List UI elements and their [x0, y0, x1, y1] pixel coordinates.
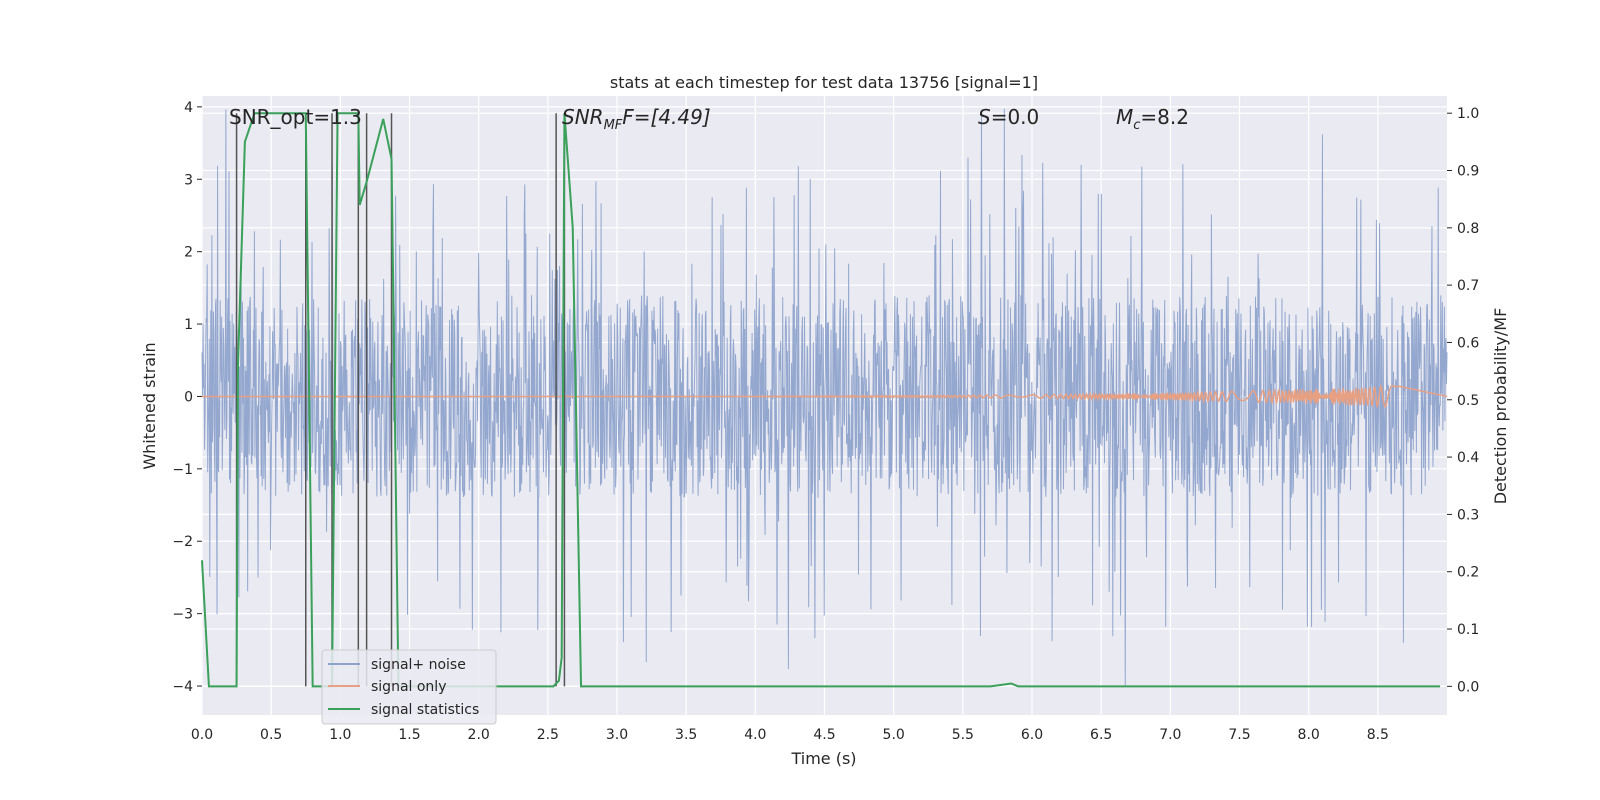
series-signal-only	[202, 384, 1448, 409]
y-tick-label-right: 1.0	[1457, 106, 1479, 122]
y-ticks-right: 1.0 0.9 0.8 0.7 0.6 0.5 0.4 0.3 0.2 0.1 0.0	[1447, 106, 1479, 695]
x-tick-label: 1.0	[329, 727, 351, 743]
signal-only-line	[202, 384, 1448, 409]
y-tick-label-right: 0.3	[1457, 507, 1479, 523]
annotation-s: S=0.0	[978, 105, 1039, 129]
y-tick-label-right: 0.6	[1457, 335, 1479, 351]
y-tick-label-left: 1	[184, 317, 193, 333]
y-tick-label-right: 0.8	[1457, 221, 1479, 237]
x-tick-label: 8.5	[1367, 727, 1389, 743]
x-tick-label: 6.5	[1090, 727, 1112, 743]
x-tick-label: 2.0	[468, 727, 490, 743]
x-tick-label: 7.0	[1159, 727, 1181, 743]
x-tick-label: 4.0	[744, 727, 766, 743]
y-tick-label-left: 3	[184, 172, 193, 188]
statistics-line	[201, 112, 1441, 688]
y-tick-label-right: 0.5	[1457, 393, 1479, 409]
annotation-mc: Mc=8.2	[1116, 105, 1189, 133]
x-tick-label: 0.5	[260, 727, 282, 743]
y-tick-label-right: 0.1	[1457, 622, 1479, 638]
y-tick-label-left: −4	[172, 679, 193, 695]
y-ticks-left: 4 3 2 1 0 −1 −2 −3 −4	[172, 100, 202, 695]
legend-label-statistics: signal statistics	[371, 702, 479, 718]
y-tick-label-left: −1	[172, 462, 193, 478]
annotation-snr-opt: SNR_opt=1.3	[229, 105, 362, 129]
x-tick-label: 5.0	[883, 727, 905, 743]
y-tick-label-left: 2	[184, 245, 193, 261]
chart-title: stats at each timestep for test data 137…	[610, 73, 1038, 92]
y-tick-label-right: 0.7	[1457, 278, 1479, 294]
y-tick-label-right: 0.2	[1457, 565, 1479, 581]
x-tick-label: 6.0	[1021, 727, 1043, 743]
y-tick-label-left: −3	[172, 607, 193, 623]
x-tick-label: 1.5	[398, 727, 420, 743]
legend-box	[321, 649, 497, 725]
x-tick-label: 3.5	[675, 727, 697, 743]
x-tick-label: 8.0	[1298, 727, 1320, 743]
legend: signal+ noise signal only signal statist…	[321, 649, 497, 725]
y-tick-label-left: 4	[184, 100, 193, 116]
series-signal-statistics	[201, 112, 1441, 688]
y-axis-label-left: Whitened strain	[140, 342, 159, 469]
x-tick-label: 0.0	[191, 727, 213, 743]
x-tick-label: 4.5	[813, 727, 835, 743]
legend-label-signal-only: signal only	[371, 679, 446, 695]
x-tick-label: 2.5	[537, 727, 559, 743]
y-tick-label-right: 0.0	[1457, 679, 1479, 695]
x-tick-label: 7.5	[1228, 727, 1250, 743]
x-ticks: 0.0 0.5 1.0 1.5 2.0 2.5 3.0 3.5 4.0 4.5 5.0 5.5 6.0 6…	[191, 727, 1389, 743]
y-tick-label-right: 0.9	[1457, 164, 1479, 180]
x-tick-label: 3.0	[606, 727, 628, 743]
x-axis-label: Time (s)	[790, 749, 856, 768]
x-tick-label: 5.5	[952, 727, 974, 743]
annotation-snr-mf: SNRMFF=[4.49]	[562, 105, 711, 133]
y-tick-label-left: 0	[184, 389, 193, 405]
y-tick-label-right: 0.4	[1457, 450, 1479, 466]
y-axis-label-right: Detection probability/MF	[1491, 308, 1510, 505]
noise-line	[201, 108, 1448, 686]
series-signal-noise	[201, 108, 1448, 686]
legend-label-noise: signal+ noise	[371, 657, 466, 673]
y-tick-label-left: −2	[172, 534, 193, 550]
